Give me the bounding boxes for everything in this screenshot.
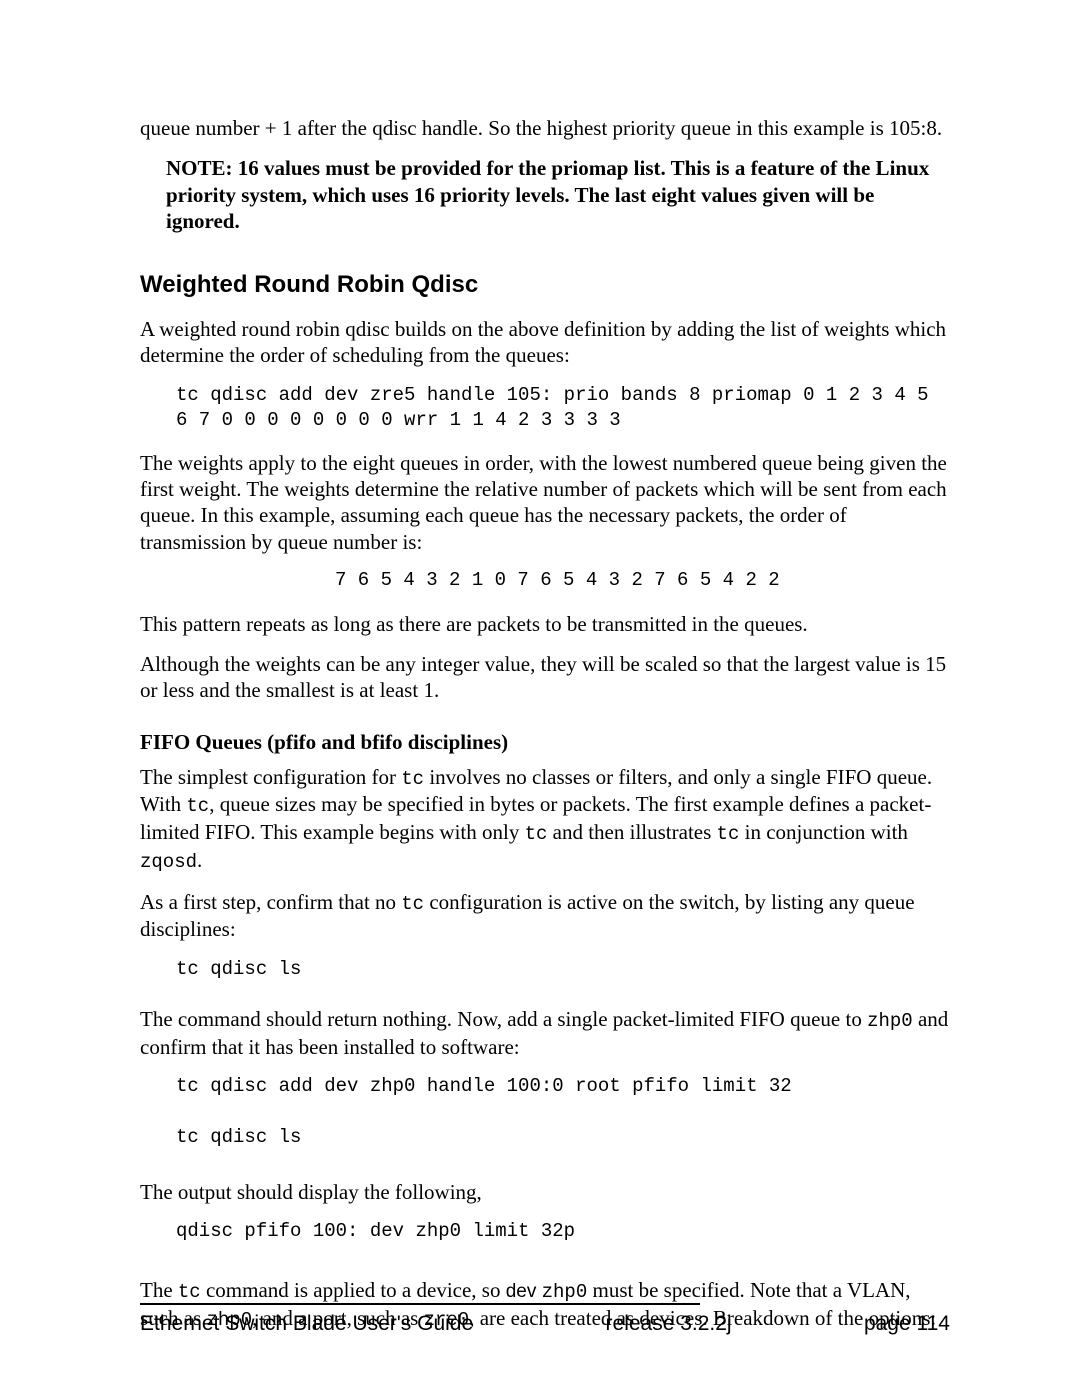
- footer-doc-title: Ethernet Switch Blade User's Guide: [140, 1311, 473, 1337]
- heading-fifo-queues: FIFO Queues (pfifo and bfifo disciplines…: [140, 729, 950, 755]
- heading-wrr-qdisc: Weighted Round Robin Qdisc: [140, 270, 950, 300]
- fifo-paragraph-3: The command should return nothing. Now, …: [140, 1006, 950, 1060]
- inline-code-tc: tc: [525, 823, 548, 845]
- intro-paragraph: queue number + 1 after the qdisc handle.…: [140, 115, 950, 141]
- code-qdisc-output: qdisc pfifo 100: dev zhp0 limit 32p: [176, 1219, 950, 1245]
- wrr-scale-paragraph: Although the weights can be any integer …: [140, 651, 950, 704]
- inline-code-zhp0: zhp0: [542, 1281, 588, 1303]
- document-page: queue number + 1 after the qdisc handle.…: [0, 0, 1080, 1397]
- wrr-intro-paragraph: A weighted round robin qdisc builds on t…: [140, 316, 950, 369]
- inline-code-zqosd: zqosd: [140, 851, 197, 873]
- footer-line: Ethernet Switch Blade User's Guide relea…: [140, 1311, 950, 1337]
- text-fragment: The: [140, 1278, 178, 1302]
- text-fragment: The simplest configuration for: [140, 765, 401, 789]
- footer-rule: [140, 1303, 700, 1305]
- code-tc-qdisc-add: tc qdisc add dev zhp0 handle 100:0 root …: [176, 1074, 950, 1151]
- text-fragment: and then illustrates: [547, 820, 716, 844]
- text-fragment: .: [197, 848, 202, 872]
- inline-code-tc: tc: [401, 893, 424, 915]
- wrr-explain-paragraph: The weights apply to the eight queues in…: [140, 450, 950, 555]
- inline-code-tc: tc: [401, 768, 424, 790]
- footer-release: release 3.2.2j: [606, 1311, 732, 1337]
- footer-page-number: page 114: [864, 1311, 950, 1337]
- fifo-paragraph-4: The output should display the following,: [140, 1179, 950, 1205]
- fifo-paragraph-1: The simplest configuration for tc involv…: [140, 764, 950, 875]
- wrr-repeat-paragraph: This pattern repeats as long as there ar…: [140, 611, 950, 637]
- inline-code-tc: tc: [717, 823, 740, 845]
- inline-code-zhp0: zhp0: [867, 1010, 913, 1032]
- text-fragment: As a first step, confirm that no: [140, 890, 401, 914]
- note-block: NOTE: 16 values must be provided for the…: [140, 155, 950, 234]
- code-wrr-qdisc: tc qdisc add dev zre5 handle 105: prio b…: [176, 383, 950, 434]
- inline-code-tc: tc: [186, 795, 209, 817]
- text-fragment: in conjunction with: [739, 820, 908, 844]
- page-footer: Ethernet Switch Blade User's Guide relea…: [140, 1303, 950, 1337]
- text-fragment: command is applied to a device, so: [201, 1278, 506, 1302]
- text-fragment: The command should return nothing. Now, …: [140, 1007, 867, 1031]
- code-tc-qdisc-ls: tc qdisc ls: [176, 957, 950, 983]
- code-queue-pattern: 7 6 5 4 3 2 1 0 7 6 5 4 3 2 7 6 5 4 2 2: [140, 569, 950, 593]
- inline-sans-dev: dev: [506, 1281, 537, 1302]
- fifo-paragraph-2: As a first step, confirm that no tc conf…: [140, 889, 950, 943]
- inline-code-tc: tc: [178, 1281, 201, 1303]
